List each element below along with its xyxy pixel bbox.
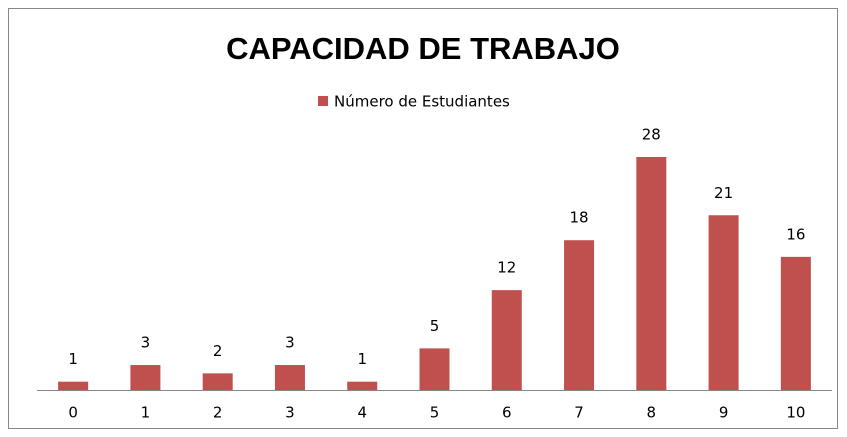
value-label: 21 xyxy=(714,184,733,202)
bar xyxy=(130,365,161,390)
bar xyxy=(708,215,739,390)
value-label: 3 xyxy=(285,334,295,352)
x-tick-label: 2 xyxy=(213,404,223,422)
value-label: 3 xyxy=(141,334,151,352)
x-tick-label: 0 xyxy=(68,404,78,422)
value-label: 12 xyxy=(497,259,516,277)
x-tick-label: 4 xyxy=(357,404,367,422)
bar xyxy=(491,290,522,390)
bar xyxy=(347,381,378,390)
x-tick-label: 6 xyxy=(502,404,512,422)
value-label: 2 xyxy=(213,342,223,360)
x-tick-label: 8 xyxy=(647,404,657,422)
chart-title: CAPACIDAD DE TRABAJO xyxy=(226,31,620,66)
value-label: 18 xyxy=(569,209,588,227)
x-tick-label: 10 xyxy=(786,404,805,422)
bar xyxy=(636,157,667,390)
value-label: 16 xyxy=(786,225,805,243)
x-tick-label: 7 xyxy=(574,404,584,422)
legend-swatch xyxy=(318,96,328,106)
legend-label: Número de Estudiantes xyxy=(334,93,510,111)
x-tick-label: 3 xyxy=(285,404,295,422)
bar xyxy=(419,348,450,390)
bar xyxy=(780,256,811,390)
bar xyxy=(58,381,89,390)
x-tick-label: 1 xyxy=(141,404,151,422)
x-tick-label: 5 xyxy=(430,404,440,422)
value-label: 5 xyxy=(430,317,440,335)
bar xyxy=(202,373,233,390)
value-label: 28 xyxy=(642,126,661,144)
value-label: 1 xyxy=(357,350,367,368)
x-tick-label: 9 xyxy=(719,404,729,422)
bar xyxy=(274,365,305,390)
value-label: 1 xyxy=(68,350,78,368)
bar xyxy=(564,240,595,390)
